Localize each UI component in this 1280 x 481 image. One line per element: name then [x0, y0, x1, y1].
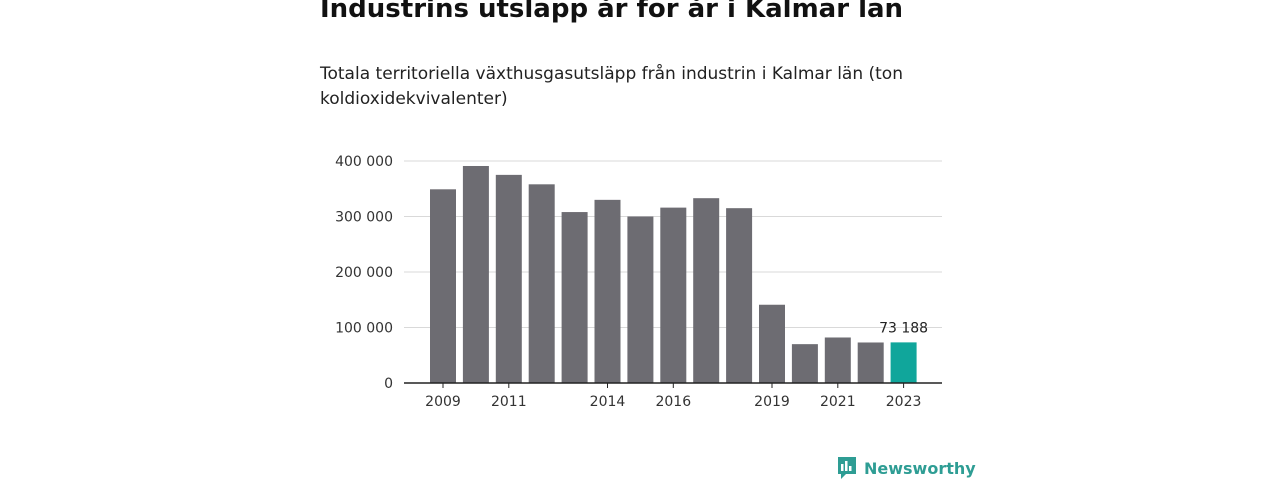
bar-2012: [528, 184, 555, 383]
bar-2017: [693, 198, 720, 383]
data-labels: 73 188: [879, 320, 928, 336]
bar-2010: [462, 165, 489, 383]
x-tick-label: 2023: [886, 394, 922, 410]
y-tick-label: 200 000: [335, 265, 393, 281]
newsworthy-logo-icon: [838, 457, 856, 479]
x-tick-label: 2019: [754, 394, 790, 410]
bar-2022: [857, 342, 884, 383]
bar-2009: [430, 189, 456, 383]
y-tick-label: 400 000: [335, 154, 393, 170]
bar-2016: [660, 207, 687, 383]
bar-2011: [495, 174, 522, 383]
bar-2015: [627, 216, 654, 383]
y-axis-ticks: 0 100 000 200 000 300 000 400 000: [335, 154, 393, 392]
bar-2021: [824, 337, 851, 383]
bar-2020: [791, 344, 818, 383]
x-tick-label: 2009: [425, 394, 461, 410]
chart-title: Industrins utsläpp år för år i Kalmar lä…: [320, 0, 904, 24]
newsworthy-logo[interactable]: Newsworthy: [836, 455, 976, 481]
bar-2014: [594, 199, 621, 383]
bar-2018: [726, 208, 753, 383]
x-tick-label: 2014: [590, 394, 626, 410]
bars: [430, 165, 917, 383]
bar-2023: [890, 342, 917, 383]
y-tick-label: 0: [384, 376, 393, 392]
bar-2019: [759, 304, 785, 383]
chart-subtitle: Totala territoriella växthusgasutsläpp f…: [320, 64, 903, 109]
y-tick-label: 100 000: [335, 321, 393, 337]
bar-2013: [561, 212, 588, 383]
x-axis: 2009 2011 2014 2016 2019 2021 2023: [404, 382, 942, 410]
x-tick-label: 2011: [491, 394, 527, 410]
y-tick-label: 300 000: [335, 210, 393, 226]
x-tick-label: 2016: [655, 394, 691, 410]
logo-text: Newsworthy: [864, 458, 976, 478]
data-label-2023: 73 188: [879, 320, 928, 336]
x-tick-label: 2021: [820, 394, 856, 410]
